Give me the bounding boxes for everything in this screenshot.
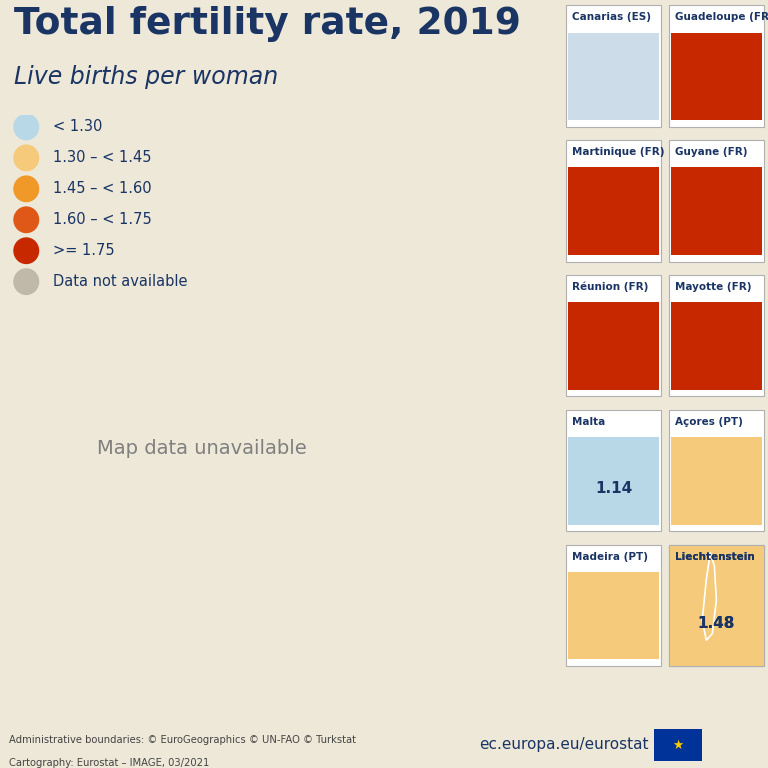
Text: Liechtenstein: Liechtenstein	[675, 551, 755, 561]
FancyBboxPatch shape	[568, 572, 659, 660]
FancyBboxPatch shape	[568, 32, 659, 120]
FancyBboxPatch shape	[669, 410, 764, 531]
FancyBboxPatch shape	[669, 545, 764, 666]
FancyBboxPatch shape	[671, 572, 762, 660]
Text: Malta: Malta	[572, 417, 605, 427]
Text: Martinique (FR): Martinique (FR)	[572, 147, 664, 157]
Text: 1.30 – < 1.45: 1.30 – < 1.45	[53, 151, 152, 165]
Text: Cartography: Eurostat – IMAGE, 03/2021: Cartography: Eurostat – IMAGE, 03/2021	[9, 758, 210, 768]
Text: < 1.30: < 1.30	[53, 120, 103, 134]
FancyBboxPatch shape	[669, 275, 764, 396]
Text: Liechtenstein: Liechtenstein	[675, 551, 755, 561]
Text: 1.60 – < 1.75: 1.60 – < 1.75	[53, 212, 152, 227]
Text: 1.14: 1.14	[595, 482, 632, 496]
FancyBboxPatch shape	[568, 437, 659, 525]
Text: Administrative boundaries: © EuroGeographics © UN-FAO © Turkstat: Administrative boundaries: © EuroGeograp…	[9, 735, 356, 745]
Ellipse shape	[14, 114, 38, 140]
FancyBboxPatch shape	[568, 303, 659, 389]
Ellipse shape	[14, 238, 38, 263]
FancyBboxPatch shape	[671, 437, 762, 525]
Text: ★: ★	[673, 739, 684, 751]
FancyBboxPatch shape	[671, 32, 762, 120]
FancyBboxPatch shape	[669, 545, 764, 666]
FancyBboxPatch shape	[566, 5, 661, 127]
FancyBboxPatch shape	[654, 729, 702, 761]
Text: 1.48: 1.48	[698, 616, 735, 631]
FancyBboxPatch shape	[568, 167, 659, 255]
FancyBboxPatch shape	[669, 5, 764, 127]
Text: Canarias (ES): Canarias (ES)	[572, 12, 651, 22]
Text: ec.europa.eu/eurostat: ec.europa.eu/eurostat	[479, 737, 649, 753]
FancyBboxPatch shape	[566, 545, 661, 666]
Ellipse shape	[14, 269, 38, 294]
Text: Açores (PT): Açores (PT)	[675, 417, 743, 427]
FancyBboxPatch shape	[566, 410, 661, 531]
FancyBboxPatch shape	[566, 141, 661, 262]
Text: Guadeloupe (FR): Guadeloupe (FR)	[675, 12, 768, 22]
Text: Réunion (FR): Réunion (FR)	[572, 282, 648, 293]
Text: Live births per woman: Live births per woman	[14, 65, 279, 88]
Text: Total fertility rate, 2019: Total fertility rate, 2019	[14, 5, 521, 41]
Text: 1.45 – < 1.60: 1.45 – < 1.60	[53, 181, 152, 197]
Ellipse shape	[14, 145, 38, 170]
Text: Data not available: Data not available	[53, 274, 188, 290]
FancyBboxPatch shape	[566, 275, 661, 396]
Text: 1.48: 1.48	[698, 616, 735, 631]
Text: Guyane (FR): Guyane (FR)	[675, 147, 747, 157]
Text: Madeira (PT): Madeira (PT)	[572, 551, 648, 561]
Text: Map data unavailable: Map data unavailable	[97, 439, 306, 458]
FancyBboxPatch shape	[669, 141, 764, 262]
FancyBboxPatch shape	[671, 167, 762, 255]
Text: Mayotte (FR): Mayotte (FR)	[675, 282, 752, 292]
FancyBboxPatch shape	[671, 303, 762, 389]
Ellipse shape	[14, 176, 38, 201]
Text: >= 1.75: >= 1.75	[53, 243, 115, 258]
Ellipse shape	[14, 207, 38, 233]
